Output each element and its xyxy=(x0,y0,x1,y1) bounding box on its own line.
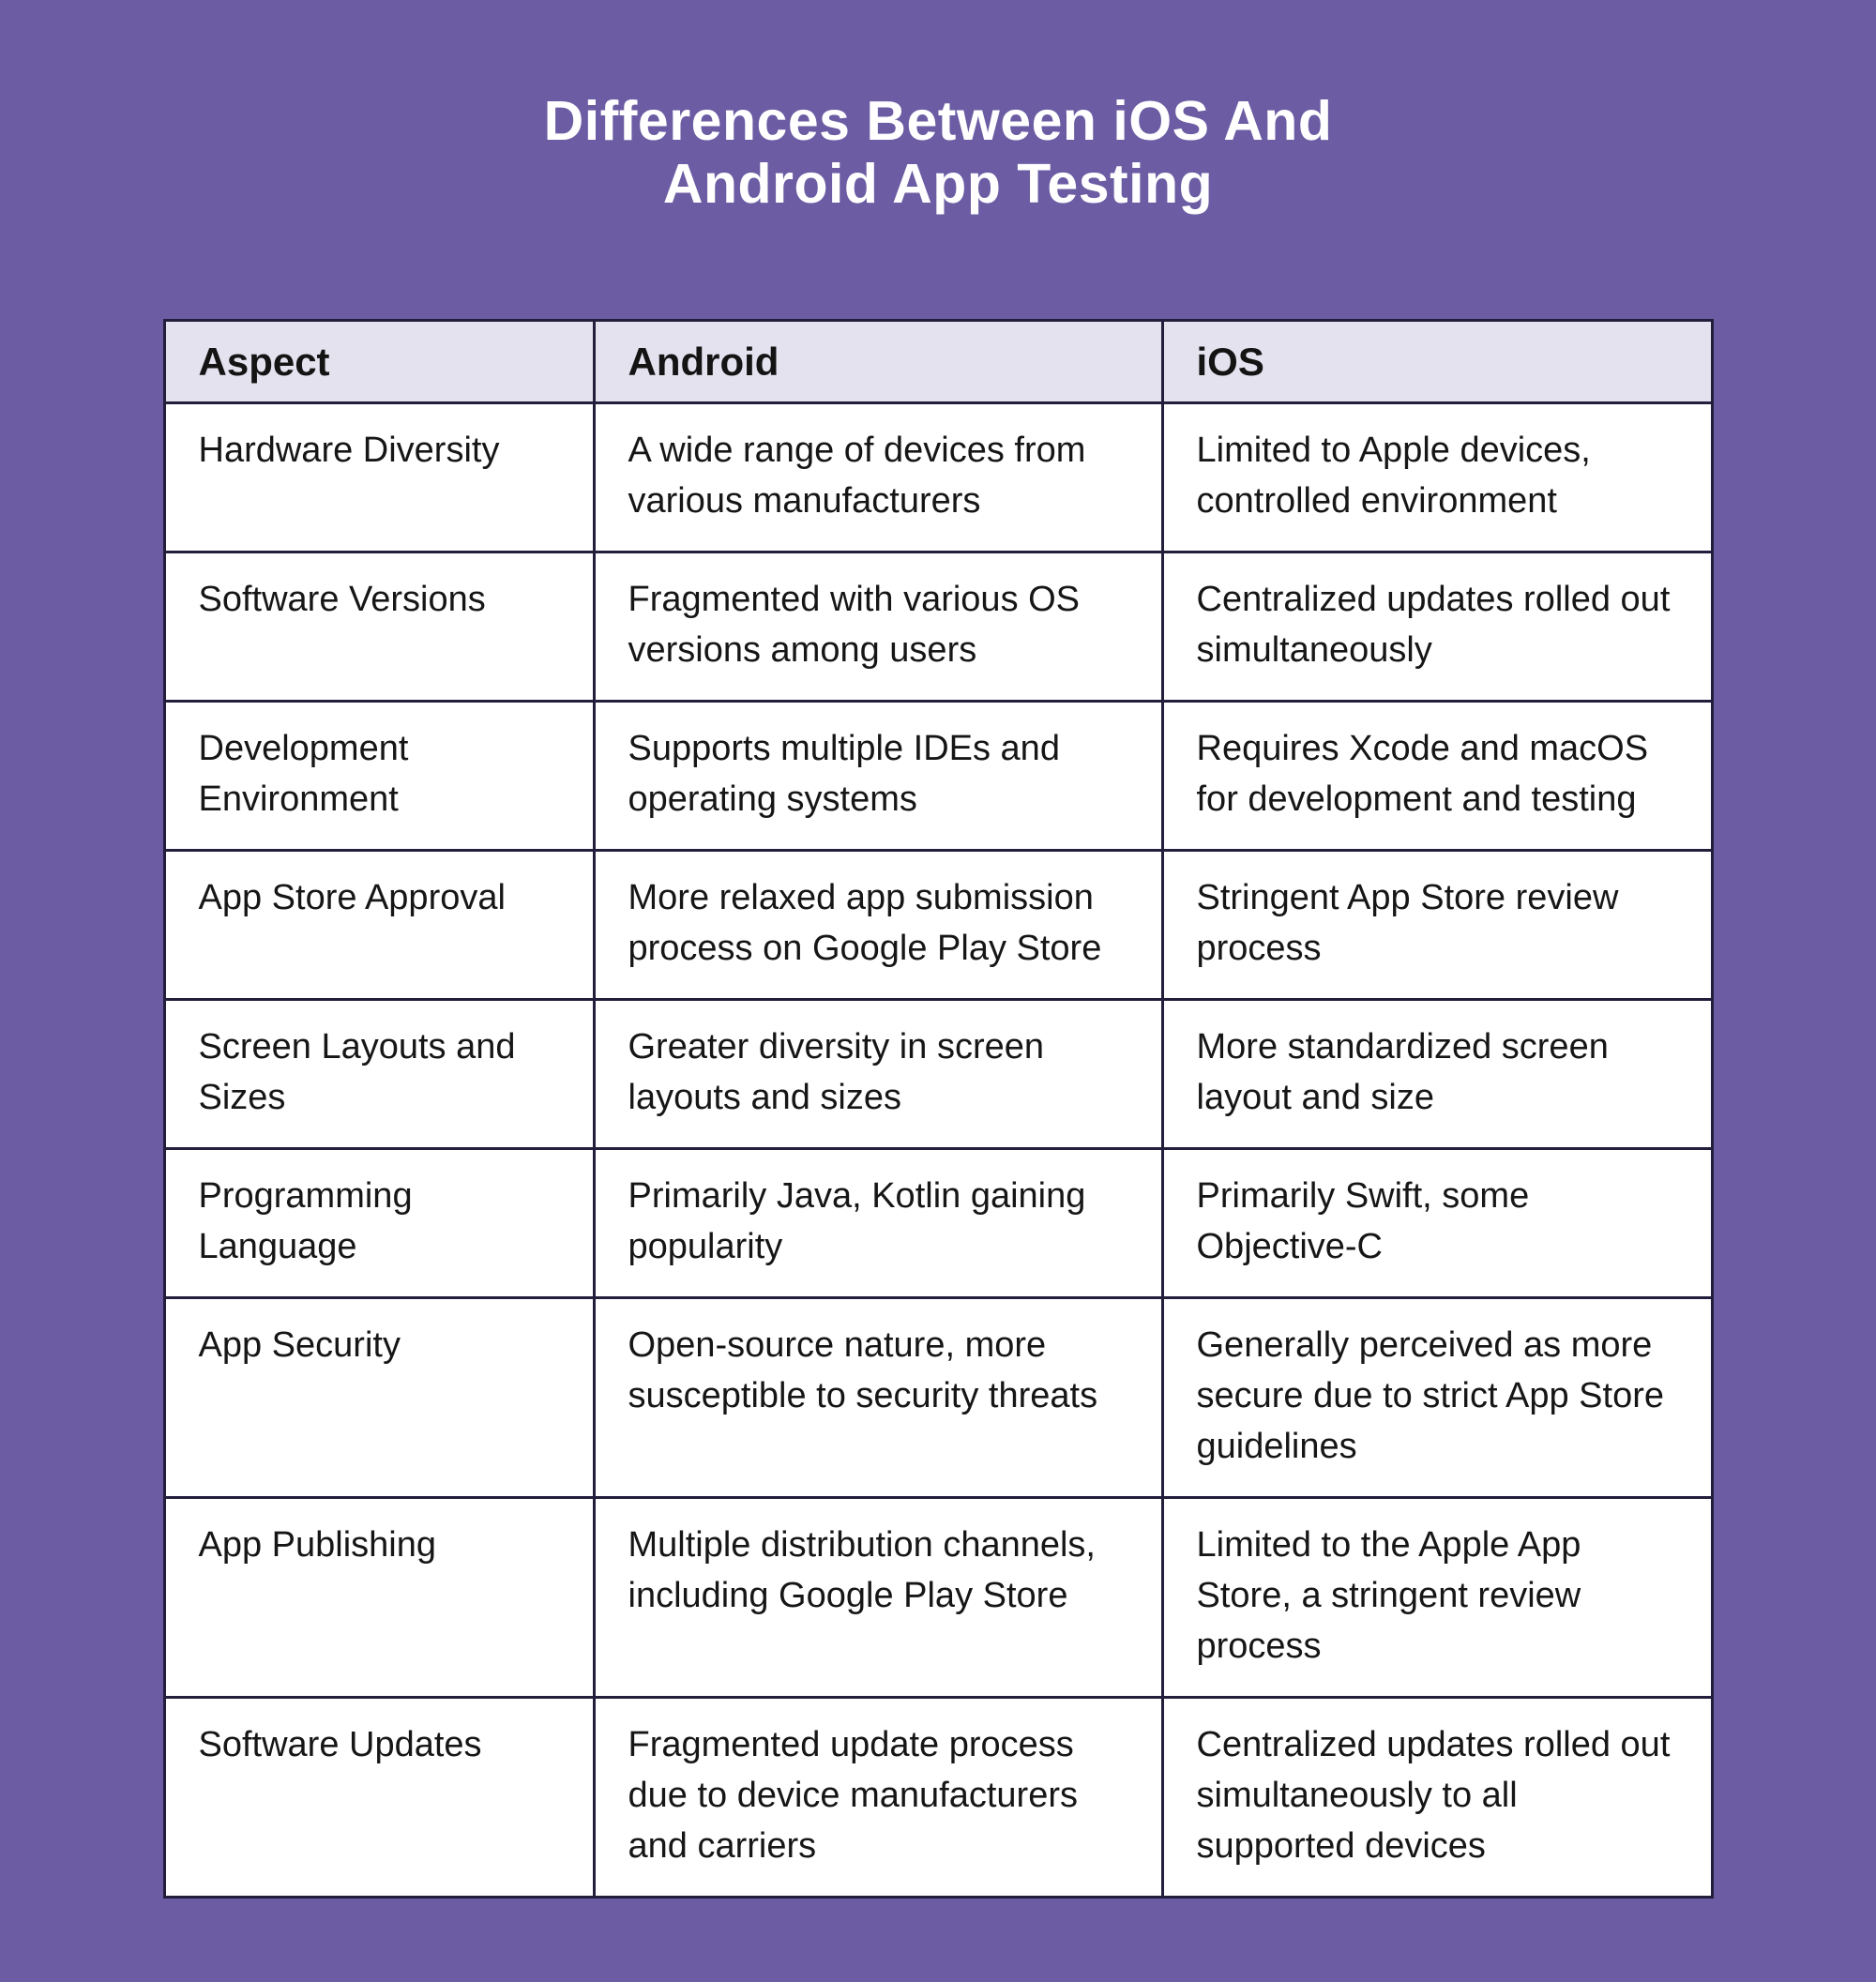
table-row: Software Updates Fragmented update proce… xyxy=(162,1696,1714,1899)
aspect-cell: Development Environment xyxy=(162,700,596,852)
table-row: App Security Open-source nature, more su… xyxy=(162,1296,1714,1499)
table-row: Programming Language Primarily Java, Kot… xyxy=(162,1147,1714,1299)
aspect-cell: Screen Layouts and Sizes xyxy=(162,998,596,1150)
column-header-ios: iOS xyxy=(1160,319,1714,404)
ios-cell: Stringent App Store review process xyxy=(1160,849,1714,1001)
ios-cell: Limited to the Apple App Store, a string… xyxy=(1160,1496,1714,1699)
aspect-cell: Software Updates xyxy=(162,1696,596,1899)
table-row: App Store Approval More relaxed app subm… xyxy=(162,849,1714,1001)
aspect-cell: App Security xyxy=(162,1296,596,1499)
android-cell: Greater diversity in screen layouts and … xyxy=(592,998,1164,1150)
table-row: Screen Layouts and Sizes Greater diversi… xyxy=(162,998,1714,1150)
table-row: Hardware Diversity A wide range of devic… xyxy=(162,401,1714,553)
table-row: App Publishing Multiple distribution cha… xyxy=(162,1496,1714,1699)
ios-cell: Centralized updates rolled out simultane… xyxy=(1160,551,1714,703)
android-cell: Multiple distribution channels, includin… xyxy=(592,1496,1164,1699)
column-header-aspect: Aspect xyxy=(162,319,596,404)
ios-cell: Limited to Apple devices, controlled env… xyxy=(1160,401,1714,553)
ios-cell: Centralized updates rolled out simultane… xyxy=(1160,1696,1714,1899)
ios-cell: Requires Xcode and macOS for development… xyxy=(1160,700,1714,852)
android-cell: Primarily Java, Kotlin gaining popularit… xyxy=(592,1147,1164,1299)
android-cell: More relaxed app submission process on G… xyxy=(592,849,1164,1001)
table-row: Development Environment Supports multipl… xyxy=(162,700,1714,852)
aspect-cell: App Publishing xyxy=(162,1496,596,1699)
android-cell: Supports multiple IDEs and operating sys… xyxy=(592,700,1164,852)
ios-cell: Primarily Swift, some Objective-C xyxy=(1160,1147,1714,1299)
android-cell: A wide range of devices from various man… xyxy=(592,401,1164,553)
table-header-row: Aspect Android iOS xyxy=(162,319,1714,404)
android-cell: Fragmented with various OS versions amon… xyxy=(592,551,1164,703)
aspect-cell: Programming Language xyxy=(162,1147,596,1299)
android-cell: Open-source nature, more susceptible to … xyxy=(592,1296,1164,1499)
table-row: Software Versions Fragmented with variou… xyxy=(162,551,1714,703)
aspect-cell: App Store Approval xyxy=(162,849,596,1001)
column-header-android: Android xyxy=(592,319,1164,404)
aspect-cell: Software Versions xyxy=(162,551,596,703)
ios-cell: More standardized screen layout and size xyxy=(1160,998,1714,1150)
comparison-table: Aspect Android iOS Hardware Diversity A … xyxy=(162,319,1714,1899)
android-cell: Fragmented update process due to device … xyxy=(592,1696,1164,1899)
ios-cell: Generally perceived as more secure due t… xyxy=(1160,1296,1714,1499)
aspect-cell: Hardware Diversity xyxy=(162,401,596,553)
page-title: Differences Between iOS And Android App … xyxy=(543,90,1333,215)
